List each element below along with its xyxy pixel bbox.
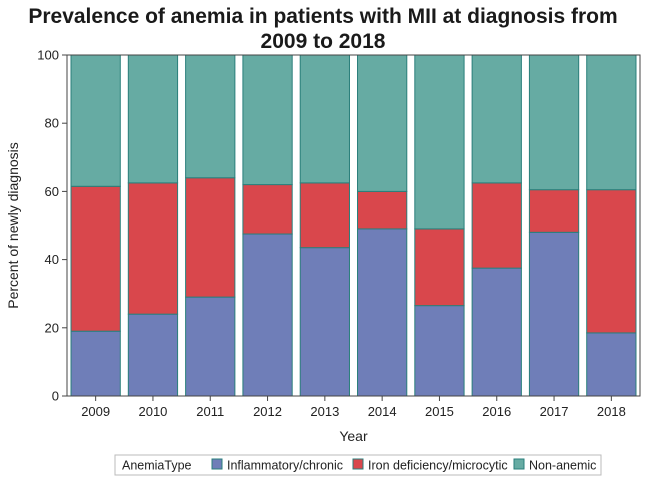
bar-2017-series-3: [528, 54, 580, 191]
y-tick-label: 40: [45, 252, 59, 267]
chart-title: Prevalence of anemia in patients with MI…: [0, 4, 646, 54]
y-tick-label: 20: [45, 320, 59, 335]
bar-2018-series-1: [586, 332, 637, 397]
bar-2010-series-2: [127, 182, 179, 315]
bar-2015-series-3: [414, 54, 465, 230]
chart-title-line-1: Prevalence of anemia in patients with MI…: [28, 5, 618, 28]
bar-2016-series-3: [471, 54, 522, 184]
legend-swatch-1: [211, 458, 223, 470]
bar-2013-series-1: [299, 247, 350, 397]
bar-2017-series-2: [528, 189, 580, 233]
axes-group: 2009 2010 2011 2012 2013 2014 2015 2016 2017 2018…: [5, 48, 641, 444]
bar-2017-series-1: [528, 231, 580, 397]
legend-swatch-3: [513, 458, 525, 470]
bar-2012-series-2: [242, 184, 293, 235]
y-tick-label: 60: [45, 184, 59, 199]
x-tick-label: 2013: [310, 404, 339, 419]
x-tick-label: 2011: [196, 404, 224, 419]
bar-2011-series-1: [185, 296, 236, 397]
legend-title: AnemiaType: [122, 459, 192, 473]
bar-2018-series-3: [586, 54, 637, 191]
legend-entry-3: Non-anemic: [529, 459, 596, 473]
bar-2013-series-3: [299, 54, 350, 184]
legend-entry-1: Inflammatory/chronic: [227, 459, 343, 473]
bar-2014-series-3: [357, 54, 408, 192]
y-tick-label: 100: [37, 48, 59, 63]
x-tick-label: 2010: [138, 404, 167, 419]
bar-2010-series-3: [127, 54, 179, 184]
bar-2015-series-1: [414, 305, 465, 397]
bar-2009-series-1: [70, 330, 121, 397]
bar-2012-series-1: [242, 233, 293, 397]
bar-2009-series-3: [70, 54, 121, 187]
bar-2011-series-2: [185, 177, 236, 298]
bars-group: [70, 54, 637, 397]
bar-2014-series-2: [357, 190, 408, 230]
bar-2016-series-2: [471, 182, 522, 269]
bar-2009-series-2: [70, 185, 121, 332]
bar-2012-series-3: [242, 54, 293, 186]
bar-2013-series-2: [299, 182, 350, 249]
bar-2010-series-1: [127, 313, 179, 397]
x-tick-label: 2009: [81, 404, 110, 419]
x-tick-label: 2018: [597, 404, 626, 419]
bar-2016-series-1: [471, 267, 522, 397]
bar-2015-series-2: [414, 228, 465, 307]
y-axis-label: Percent of newly diagnosis: [5, 142, 21, 309]
legend-swatch-2: [352, 458, 364, 470]
x-tick-label: 2014: [368, 404, 397, 419]
legend: AnemiaType Inflammatory/chronic Iron defic…: [114, 454, 602, 476]
bar-2014-series-1: [357, 228, 408, 397]
bar-2011-series-3: [185, 54, 236, 179]
legend-entry-2: Iron deficiency/microcytic: [368, 459, 508, 473]
x-tick-label: 2017: [540, 404, 569, 419]
x-tick-label: 2012: [253, 404, 282, 419]
y-tick-label: 80: [45, 116, 59, 131]
x-tick-label: 2015: [425, 404, 454, 419]
plot-frame: [66, 54, 641, 397]
bar-2018-series-2: [586, 189, 637, 334]
y-tick-label: 0: [52, 389, 59, 404]
chart-title-line-2: 2009 to 2018: [260, 30, 386, 53]
x-tick-label: 2016: [482, 404, 511, 419]
x-axis-label: Year: [339, 428, 368, 444]
